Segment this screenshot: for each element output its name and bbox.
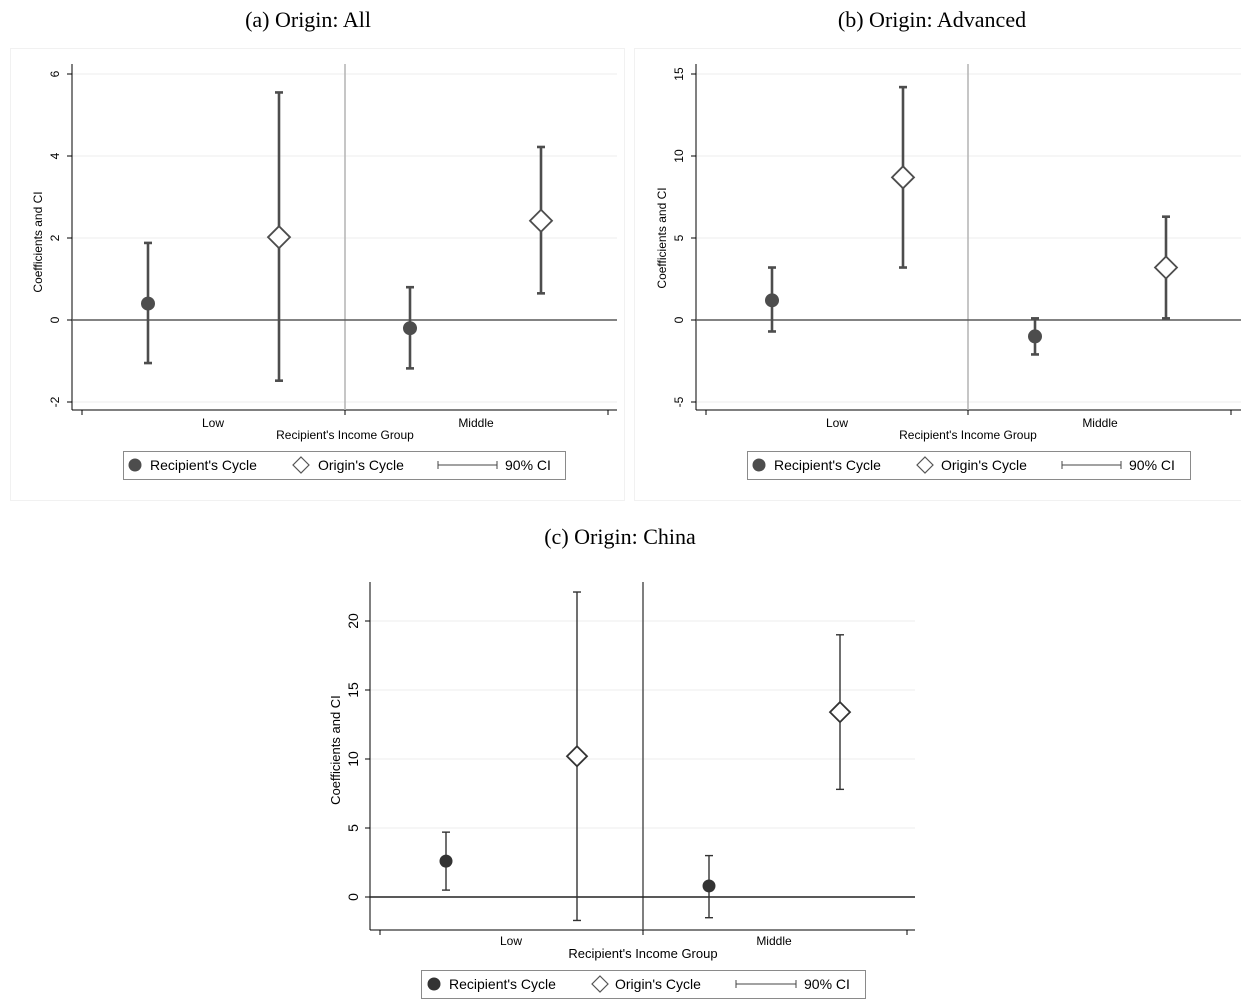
y-tick-label: 6 [48,70,62,77]
legend-origin-label: Origin's Cycle [318,457,404,473]
y-tick-label: -5 [672,396,686,407]
point-recipient [1028,329,1042,344]
legend-ci-label: 90% CI [1129,457,1175,473]
x-category-label: Low [826,416,848,430]
x-axis-title: Recipient's Income Group [568,946,717,961]
y-axis-title: Coefficients and CI [655,187,669,288]
y-tick-label: 20 [345,613,361,629]
y-tick-label: 10 [345,751,361,767]
point-recipient [439,854,453,868]
legend-ci-label: 90% CI [505,457,551,473]
legend-origin-marker [292,456,310,474]
x-category-label: Low [202,416,224,430]
panel-frame [634,48,1241,501]
legend-origin-marker [916,456,934,474]
legend-recipient-marker [128,458,142,472]
y-tick-label: 0 [48,316,62,323]
legend-recipient-marker [752,458,766,472]
legend-origin-marker [591,975,609,993]
y-tick-label: 5 [345,824,361,832]
point-recipient [403,321,417,336]
legend-ci-label: 90% CI [804,976,850,992]
y-tick-label: -2 [48,396,62,407]
legend-recipient-label: Recipient's Cycle [150,457,257,473]
x-category-label: Middle [458,416,494,430]
panel-caption: (c) Origin: China [544,524,696,549]
panel-b: (b) Origin: Advanced -5 0 5 10 15 Low Middle Rec… [634,7,1241,501]
y-tick-label: 0 [345,893,361,901]
legend-origin-label: Origin's Cycle [615,976,701,992]
legend-recipient-label: Recipient's Cycle [774,457,881,473]
panel-frame [10,48,625,501]
x-category-label: Low [500,934,522,948]
point-recipient [702,879,716,893]
x-category-label: Middle [756,934,792,948]
y-tick-label: 10 [672,149,686,163]
legend-recipient-label: Recipient's Cycle [449,976,556,992]
y-tick-label: 2 [48,234,62,241]
point-recipient [765,293,779,308]
panel-caption: (a) Origin: All [245,7,371,32]
panel-caption: (b) Origin: Advanced [838,7,1026,32]
legend-origin-label: Origin's Cycle [941,457,1027,473]
y-tick-label: 4 [48,152,62,159]
panel-c: (c) Origin: China 0 5 10 15 20 Low Middle Recipi… [328,524,915,999]
x-axis-title: Recipient's Income Group [899,428,1037,442]
y-axis-title: Coefficients and CI [31,191,45,292]
point-origin [890,165,916,190]
point-origin [565,744,589,768]
legend-recipient-marker [427,977,441,991]
x-axis-title: Recipient's Income Group [276,428,414,442]
point-origin [828,700,852,724]
point-recipient [141,296,155,311]
y-tick-label: 5 [672,234,686,241]
y-axis-title: Coefficients and CI [328,695,343,805]
point-origin [1153,255,1179,280]
panel-a: (a) Origin: All -2 0 2 4 6 Low Middle Recipient'… [10,7,625,501]
point-origin [528,208,554,234]
x-category-label: Middle [1082,416,1118,430]
y-tick-label: 15 [672,67,686,81]
y-tick-label: 15 [345,682,361,698]
y-tick-label: 0 [672,316,686,323]
point-origin [266,224,292,250]
